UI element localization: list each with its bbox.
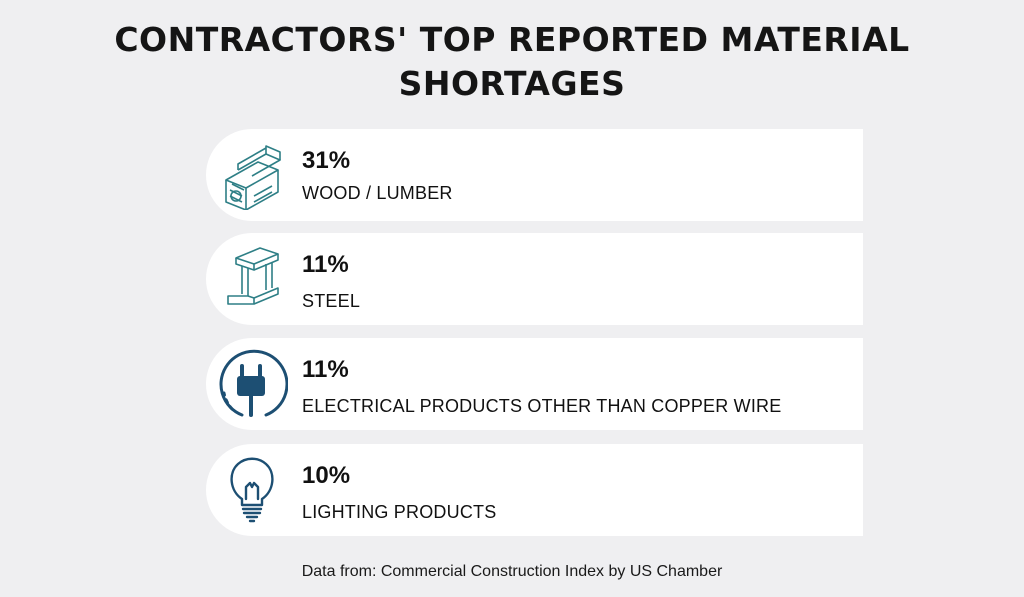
- shortage-row: 11% ELECTRICAL PRODUCTS OTHER THAN COPPER…: [206, 338, 863, 430]
- shortage-percent: 31%: [302, 147, 351, 174]
- shortage-row: 31% WOOD / LUMBER: [206, 129, 863, 221]
- shortage-label: LIGHTING PRODUCTS: [302, 502, 497, 522]
- shortage-row: 10% LIGHTING PRODUCTS: [206, 444, 863, 536]
- light-bulb-icon: [216, 455, 288, 525]
- shortage-percent: 11%: [302, 356, 349, 383]
- shortage-label: ELECTRICAL PRODUCTS OTHER THAN COPPER WI…: [302, 396, 782, 416]
- shortage-percent: 11%: [302, 251, 349, 278]
- shortage-percent: 10%: [302, 462, 351, 489]
- shortage-label: WOOD / LUMBER: [302, 183, 453, 203]
- lumber-icon: [216, 140, 288, 211]
- steel-beam-icon: [216, 244, 288, 314]
- shortage-row: 11% STEEL: [206, 233, 863, 325]
- electric-plug-icon: [216, 349, 289, 419]
- shortage-label: STEEL: [302, 291, 361, 311]
- chart-title: CONTRACTORS' TOP REPORTED MATERIAL SHORT…: [114, 20, 910, 103]
- data-source-note: Data from: Commercial Construction Index…: [301, 563, 723, 580]
